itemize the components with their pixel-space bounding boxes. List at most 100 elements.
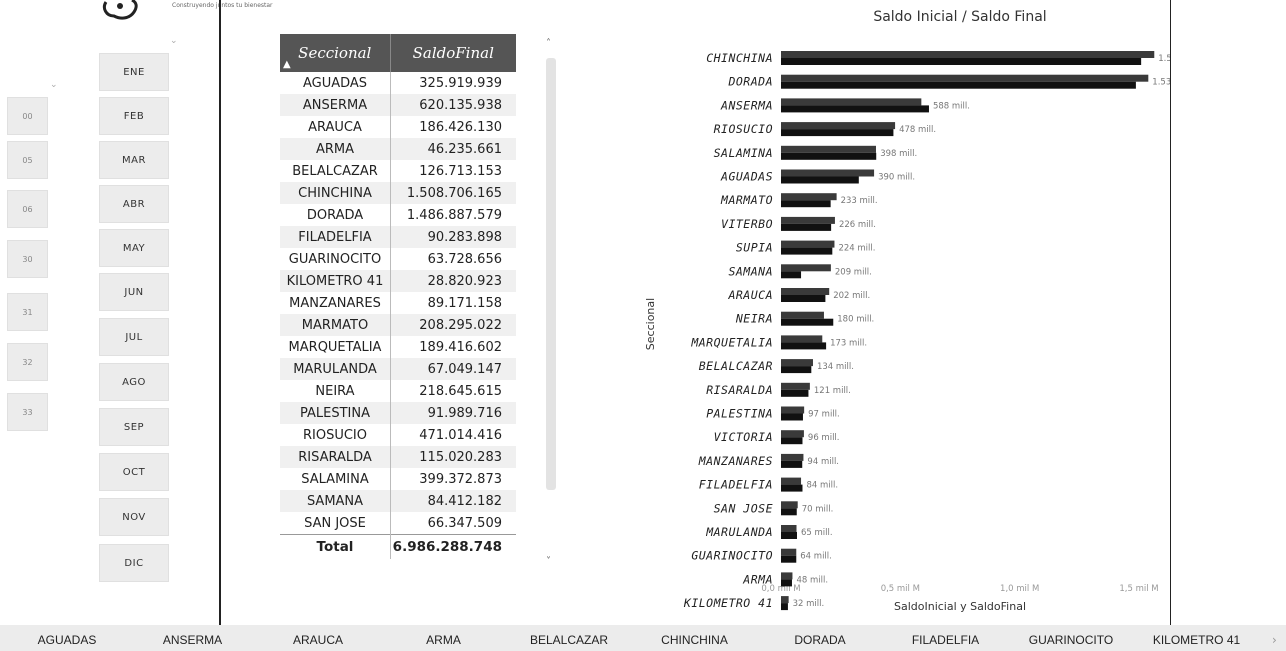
data-label: 226 mill. bbox=[839, 220, 876, 230]
bar-saldo-inicial bbox=[781, 145, 876, 153]
month-nov[interactable]: NOV bbox=[99, 498, 169, 536]
cell-saldo-final: 28.820.923 bbox=[427, 273, 502, 289]
category-label: VITERBO bbox=[721, 217, 773, 231]
scroll-down-icon[interactable]: ˅ bbox=[546, 556, 551, 567]
slicer-item-guarinocito[interactable]: GUARINOCITO bbox=[1028, 633, 1114, 647]
bar-saldo-inicial bbox=[781, 525, 797, 532]
header-saldo-final[interactable]: SaldoFinal bbox=[389, 34, 516, 72]
day-00[interactable]: 00 bbox=[7, 97, 48, 135]
bar-saldo-final bbox=[781, 247, 833, 255]
slicer-item-anserma[interactable]: ANSERMA bbox=[162, 633, 223, 647]
table-row[interactable]: FILADELFIA 90.283.898 bbox=[280, 226, 516, 248]
slicer-item-chinchina[interactable]: CHINCHINA bbox=[661, 633, 728, 647]
bar-saldo-inicial bbox=[781, 548, 797, 556]
bar-saldo-final bbox=[781, 223, 832, 231]
month-jun[interactable]: JUN bbox=[99, 273, 169, 311]
slicer-item-filadelfia[interactable]: FILADELFIA bbox=[911, 633, 980, 647]
column-separator bbox=[390, 72, 391, 559]
month-sep[interactable]: SEP bbox=[99, 408, 169, 446]
month-may[interactable]: MAY bbox=[99, 229, 169, 267]
table-row[interactable]: ANSERMA 620.135.938 bbox=[280, 94, 516, 116]
cell-seccional: ARAUCA bbox=[308, 119, 362, 135]
bar-saldo-final bbox=[781, 342, 827, 350]
bar-saldo-final bbox=[781, 318, 834, 326]
day-06[interactable]: 06 bbox=[7, 190, 48, 228]
cell-saldo-final: 115.020.283 bbox=[419, 449, 502, 465]
table-row[interactable]: SALAMINA 399.372.873 bbox=[280, 468, 516, 490]
table-row[interactable]: RISARALDA 115.020.283 bbox=[280, 446, 516, 468]
scroll-up-icon[interactable]: ˄ bbox=[546, 38, 551, 49]
bar-saldo-inicial bbox=[781, 477, 802, 485]
table-row[interactable]: NEIRA 218.645.615 bbox=[280, 380, 516, 402]
data-label: 224 mill. bbox=[838, 244, 875, 254]
month-ago[interactable]: AGO bbox=[99, 363, 169, 401]
day-05[interactable]: 05 bbox=[7, 141, 48, 179]
bar-saldo-final bbox=[781, 603, 788, 611]
bar-saldo-final bbox=[781, 460, 803, 468]
cell-seccional: DORADA bbox=[306, 207, 364, 223]
data-label: 478 mill. bbox=[899, 125, 936, 135]
cell-saldo-final: 89.171.158 bbox=[427, 295, 502, 311]
x-tick-label: 1,5 mil M bbox=[1119, 584, 1158, 594]
data-label: 94 mill. bbox=[807, 457, 839, 467]
category-label: ANSERMA bbox=[720, 98, 773, 112]
day-33[interactable]: 33 bbox=[7, 393, 48, 431]
month-feb[interactable]: FEB bbox=[99, 97, 169, 135]
category-label: NEIRA bbox=[735, 312, 773, 326]
table-scrollbar[interactable] bbox=[546, 58, 556, 490]
table-row[interactable]: MANZANARES 89.171.158 bbox=[280, 292, 516, 314]
bar-saldo-inicial bbox=[781, 51, 1155, 58]
table-row[interactable]: ARMA 46.235.661 bbox=[280, 138, 516, 160]
day-32[interactable]: 32 bbox=[7, 343, 48, 381]
bar-saldo-final bbox=[781, 58, 1142, 65]
logo-tagline: Construyendo juntos tu bienestar bbox=[172, 2, 273, 9]
table-row[interactable]: ARAUCA 186.426.130 bbox=[280, 116, 516, 138]
cell-saldo-final: 46.235.661 bbox=[427, 141, 502, 157]
table-row[interactable]: SAN JOSE 66.347.509 bbox=[280, 512, 516, 534]
slicer-item-kilometro-41[interactable]: KILOMETRO 41 bbox=[1152, 633, 1241, 647]
table-row[interactable]: RIOSUCIO 471.014.416 bbox=[280, 424, 516, 446]
month-mar[interactable]: MAR bbox=[99, 141, 169, 179]
table-row[interactable]: BELALCAZAR 126.713.153 bbox=[280, 160, 516, 182]
cell-saldo-final: 90.283.898 bbox=[427, 229, 502, 245]
month-dic[interactable]: DIC bbox=[99, 544, 169, 582]
day-30[interactable]: 30 bbox=[7, 240, 48, 278]
month-abr[interactable]: ABR bbox=[99, 185, 169, 223]
data-label: 209 mill. bbox=[835, 267, 872, 277]
table-total-row: Total 6.986.288.748 bbox=[280, 534, 516, 559]
slicer-item-arma[interactable]: ARMA bbox=[426, 633, 461, 647]
total-value: 6.986.288.748 bbox=[392, 539, 502, 555]
table-row[interactable]: MARQUETALIA 189.416.602 bbox=[280, 336, 516, 358]
table-row[interactable]: CHINCHINA 1.508.706.165 bbox=[280, 182, 516, 204]
month-jul[interactable]: JUL bbox=[99, 318, 169, 356]
day-31[interactable]: 31 bbox=[7, 293, 48, 331]
cell-seccional: KILOMETRO 41 bbox=[286, 273, 384, 289]
slicer-next-icon[interactable]: › bbox=[1272, 633, 1277, 647]
slicer-item-arauca[interactable]: ARAUCA bbox=[292, 633, 343, 647]
month-ene[interactable]: ENE bbox=[99, 53, 169, 91]
category-label: MARULANDA bbox=[705, 525, 773, 539]
table-row[interactable]: DORADA 1.486.887.579 bbox=[280, 204, 516, 226]
table-row[interactable]: MARULANDA 67.049.147 bbox=[280, 358, 516, 380]
table-row[interactable]: SAMANA 84.412.182 bbox=[280, 490, 516, 512]
cell-seccional: PALESTINA bbox=[299, 405, 370, 421]
right-divider bbox=[1170, 0, 1171, 625]
table-row[interactable]: GUARINOCITO 63.728.656 bbox=[280, 248, 516, 270]
category-label: SALAMINA bbox=[714, 146, 773, 160]
table-row[interactable]: KILOMETRO 41 28.820.923 bbox=[280, 270, 516, 292]
slicer-item-aguadas[interactable]: AGUADAS bbox=[37, 633, 97, 647]
category-label: RISARALDA bbox=[706, 383, 773, 397]
table-row[interactable]: AGUADAS 325.919.939 bbox=[280, 72, 516, 94]
cell-seccional: MANZANARES bbox=[289, 295, 381, 311]
cell-saldo-final: 186.426.130 bbox=[419, 119, 502, 135]
table-row[interactable]: MARMATO 208.295.022 bbox=[280, 314, 516, 336]
header-seccional[interactable]: Seccional ▲ bbox=[280, 34, 390, 72]
slicer-item-dorada[interactable]: DORADA bbox=[794, 633, 846, 647]
slicer-item-belalcazar[interactable]: BELALCAZAR bbox=[529, 633, 609, 647]
cell-seccional: MARQUETALIA bbox=[288, 339, 382, 355]
table-row[interactable]: PALESTINA 91.989.716 bbox=[280, 402, 516, 424]
seccional-slicer-bar bbox=[0, 625, 1286, 651]
category-label: FILADELFIA bbox=[699, 478, 773, 492]
month-oct[interactable]: OCT bbox=[99, 453, 169, 491]
bar-saldo-inicial bbox=[781, 335, 823, 343]
